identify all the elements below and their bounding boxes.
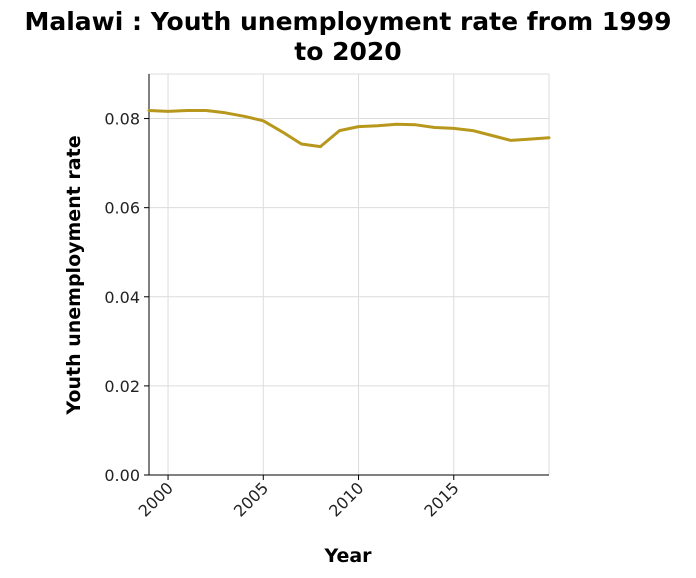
chart-title-line-1: Malawi : Youth unemployment rate from 19… (24, 7, 671, 36)
x-tick-label: 2015 (420, 478, 462, 520)
axes (144, 74, 549, 480)
series-layer (147, 109, 551, 149)
y-tick-label: 0.06 (104, 199, 140, 218)
x-tick-label: 2010 (325, 478, 367, 520)
x-axis-label: Year (323, 545, 372, 567)
y-tick-label: 0.08 (104, 110, 140, 129)
chart-title-line-2: to 2020 (294, 37, 401, 66)
y-tick-label: 0.00 (104, 466, 140, 485)
x-tick-label: 2005 (230, 478, 272, 520)
y-tick-label: 0.04 (104, 288, 140, 307)
y-axis-label: Youth unemployment rate (63, 135, 85, 415)
series-line (147, 109, 551, 149)
y-tick-label: 0.02 (104, 377, 140, 396)
tick-labels: 0.00 0.02 0.04 0.06 0.08 2000 2005 2010 2015 (104, 110, 462, 521)
x-tick-label: 2000 (135, 478, 177, 520)
